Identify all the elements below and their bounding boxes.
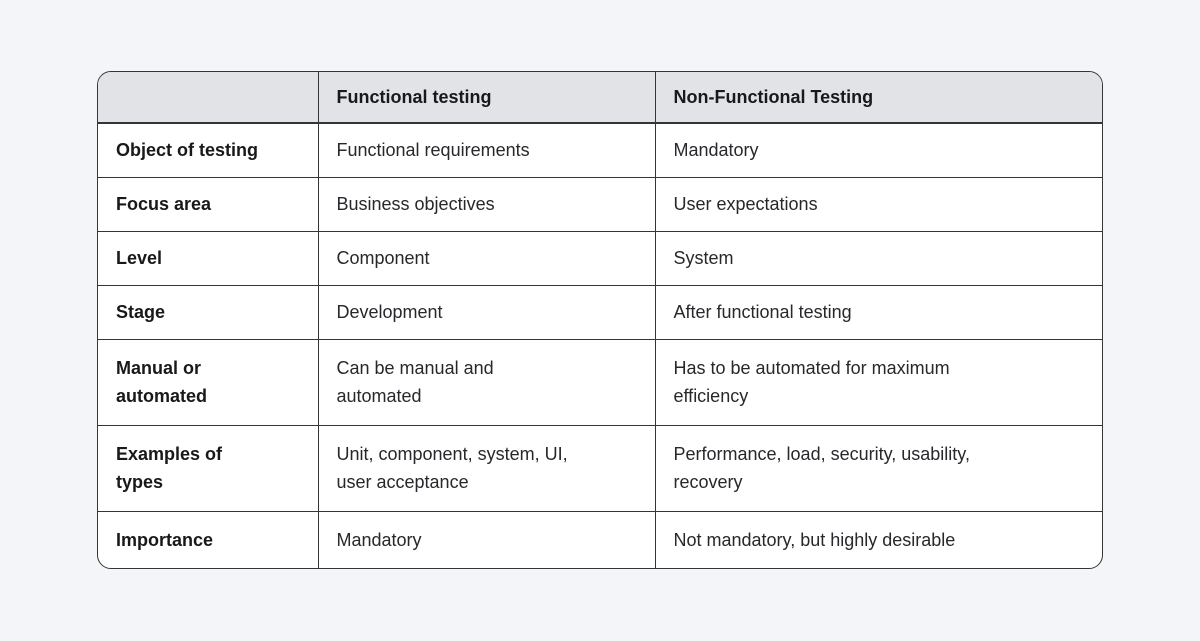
table-row-level: Level Component System <box>98 230 1102 286</box>
table-row-stage: Stage Development After functional testi… <box>98 284 1102 340</box>
cell-functional: Business objectives <box>317 176 656 232</box>
cell-non-functional: Mandatory <box>654 122 1102 178</box>
cell-non-functional: User expectations <box>654 176 1102 232</box>
corner-header-cell <box>98 72 319 124</box>
table-row-object-of-testing: Object of testing Functional requirement… <box>98 122 1102 178</box>
row-label: Importance <box>98 510 319 568</box>
cell-non-functional: Not mandatory, but highly desirable <box>654 510 1102 568</box>
comparison-table-card: Functional testing Non-Functional Testin… <box>97 71 1103 569</box>
cell-non-functional: Performance, load, security, usability, … <box>654 424 1102 512</box>
table-row-focus-area: Focus area Business objectives User expe… <box>98 176 1102 232</box>
cell-functional: Component <box>317 230 656 286</box>
cell-functional: Development <box>317 284 656 340</box>
row-label: Stage <box>98 284 319 340</box>
comparison-table: Functional testing Non-Functional Testin… <box>98 72 1102 568</box>
column-header-functional: Functional testing <box>317 72 656 124</box>
table-row-importance: Importance Mandatory Not mandatory, but … <box>98 510 1102 568</box>
row-label: Examples of types <box>98 424 319 512</box>
cell-functional: Unit, component, system, UI, user accept… <box>317 424 656 512</box>
cell-functional: Can be manual and automated <box>317 338 656 426</box>
cell-non-functional: System <box>654 230 1102 286</box>
table-row-manual-or-automated: Manual or automated Can be manual and au… <box>98 338 1102 426</box>
row-label: Object of testing <box>98 122 319 178</box>
cell-functional: Functional requirements <box>317 122 656 178</box>
row-label: Manual or automated <box>98 338 319 426</box>
table-row-examples-of-types: Examples of types Unit, component, syste… <box>98 424 1102 512</box>
cell-non-functional: After functional testing <box>654 284 1102 340</box>
cell-non-functional: Has to be automated for maximum efficien… <box>654 338 1102 426</box>
row-label: Level <box>98 230 319 286</box>
column-header-non-functional: Non-Functional Testing <box>654 72 1102 124</box>
header-row: Functional testing Non-Functional Testin… <box>98 72 1102 124</box>
cell-functional: Mandatory <box>317 510 656 568</box>
row-label: Focus area <box>98 176 319 232</box>
